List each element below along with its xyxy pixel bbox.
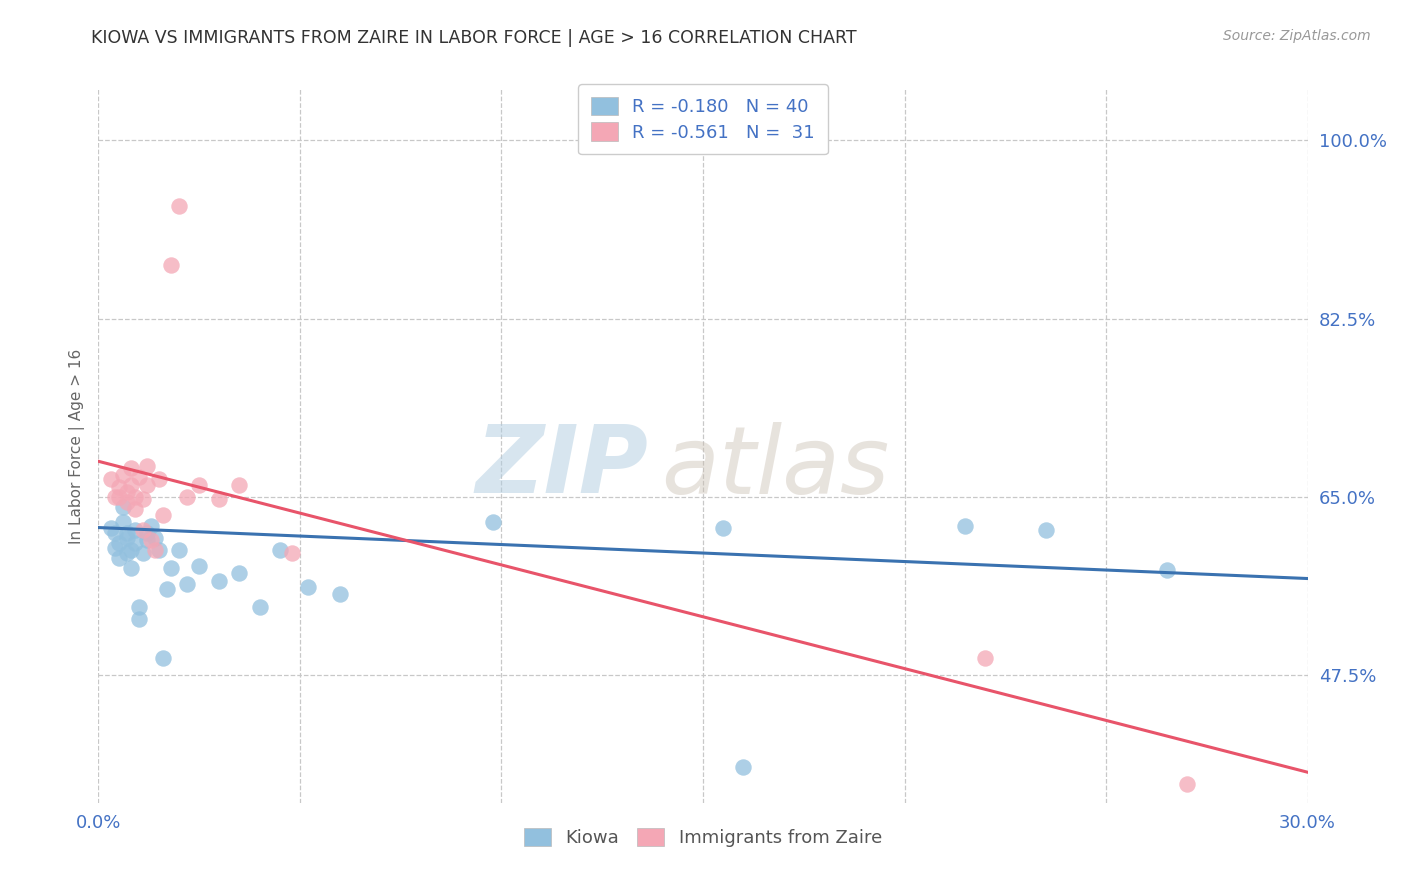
Y-axis label: In Labor Force | Age > 16: In Labor Force | Age > 16 [69,349,84,543]
Point [103,525,125,540]
Point [107,551,129,566]
Point [156,582,179,596]
Point [269,543,291,558]
Point [103,490,125,504]
Point [160,258,183,272]
Point [281,546,304,560]
Point [152,651,174,665]
Point [329,587,352,601]
Point [100,520,122,534]
Point [115,495,138,509]
Point [135,525,157,540]
Point [1035,523,1057,537]
Point [128,600,150,615]
Point [128,469,150,483]
Point [733,760,755,774]
Point [103,541,125,555]
Point [120,543,142,558]
Point [188,477,211,491]
Point [120,561,142,575]
Point [111,500,134,515]
Point [132,523,155,537]
Point [482,516,505,530]
Point [124,536,146,550]
Text: KIOWA VS IMMIGRANTS FROM ZAIRE IN LABOR FORCE | AGE > 16 CORRELATION CHART: KIOWA VS IMMIGRANTS FROM ZAIRE IN LABOR … [91,29,858,46]
Point [135,459,157,474]
Point [167,199,190,213]
Point [135,477,157,491]
Point [228,566,250,581]
Point [143,543,166,558]
Point [309,805,332,820]
Point [107,490,129,504]
Point [188,559,211,574]
Point [160,561,183,575]
Point [1156,563,1178,577]
Point [176,576,198,591]
Point [115,525,138,540]
Point [249,600,271,615]
Point [176,490,198,504]
Point [115,531,138,545]
Legend: Kiowa, Immigrants from Zaire: Kiowa, Immigrants from Zaire [517,821,889,855]
Point [107,536,129,550]
Text: atlas: atlas [661,422,889,513]
Point [152,508,174,523]
Text: ZIP: ZIP [475,421,648,514]
Point [107,480,129,494]
Point [167,543,190,558]
Point [100,472,122,486]
Text: Source: ZipAtlas.com: Source: ZipAtlas.com [1223,29,1371,43]
Point [329,805,352,820]
Point [115,484,138,499]
Point [148,472,170,486]
Point [148,543,170,558]
Point [208,574,231,588]
Point [124,490,146,504]
Point [1175,777,1198,791]
Point [120,461,142,475]
Point [132,546,155,560]
Point [143,531,166,545]
Point [208,491,231,506]
Point [711,520,734,534]
Point [297,580,319,594]
Point [120,477,142,491]
Point [139,518,162,533]
Point [135,533,157,547]
Point [228,477,250,491]
Point [128,612,150,626]
Point [974,651,997,665]
Point [111,467,134,482]
Point [953,518,976,533]
Point [139,533,162,547]
Point [115,546,138,560]
Point [124,523,146,537]
Point [124,502,146,516]
Point [111,516,134,530]
Point [132,491,155,506]
